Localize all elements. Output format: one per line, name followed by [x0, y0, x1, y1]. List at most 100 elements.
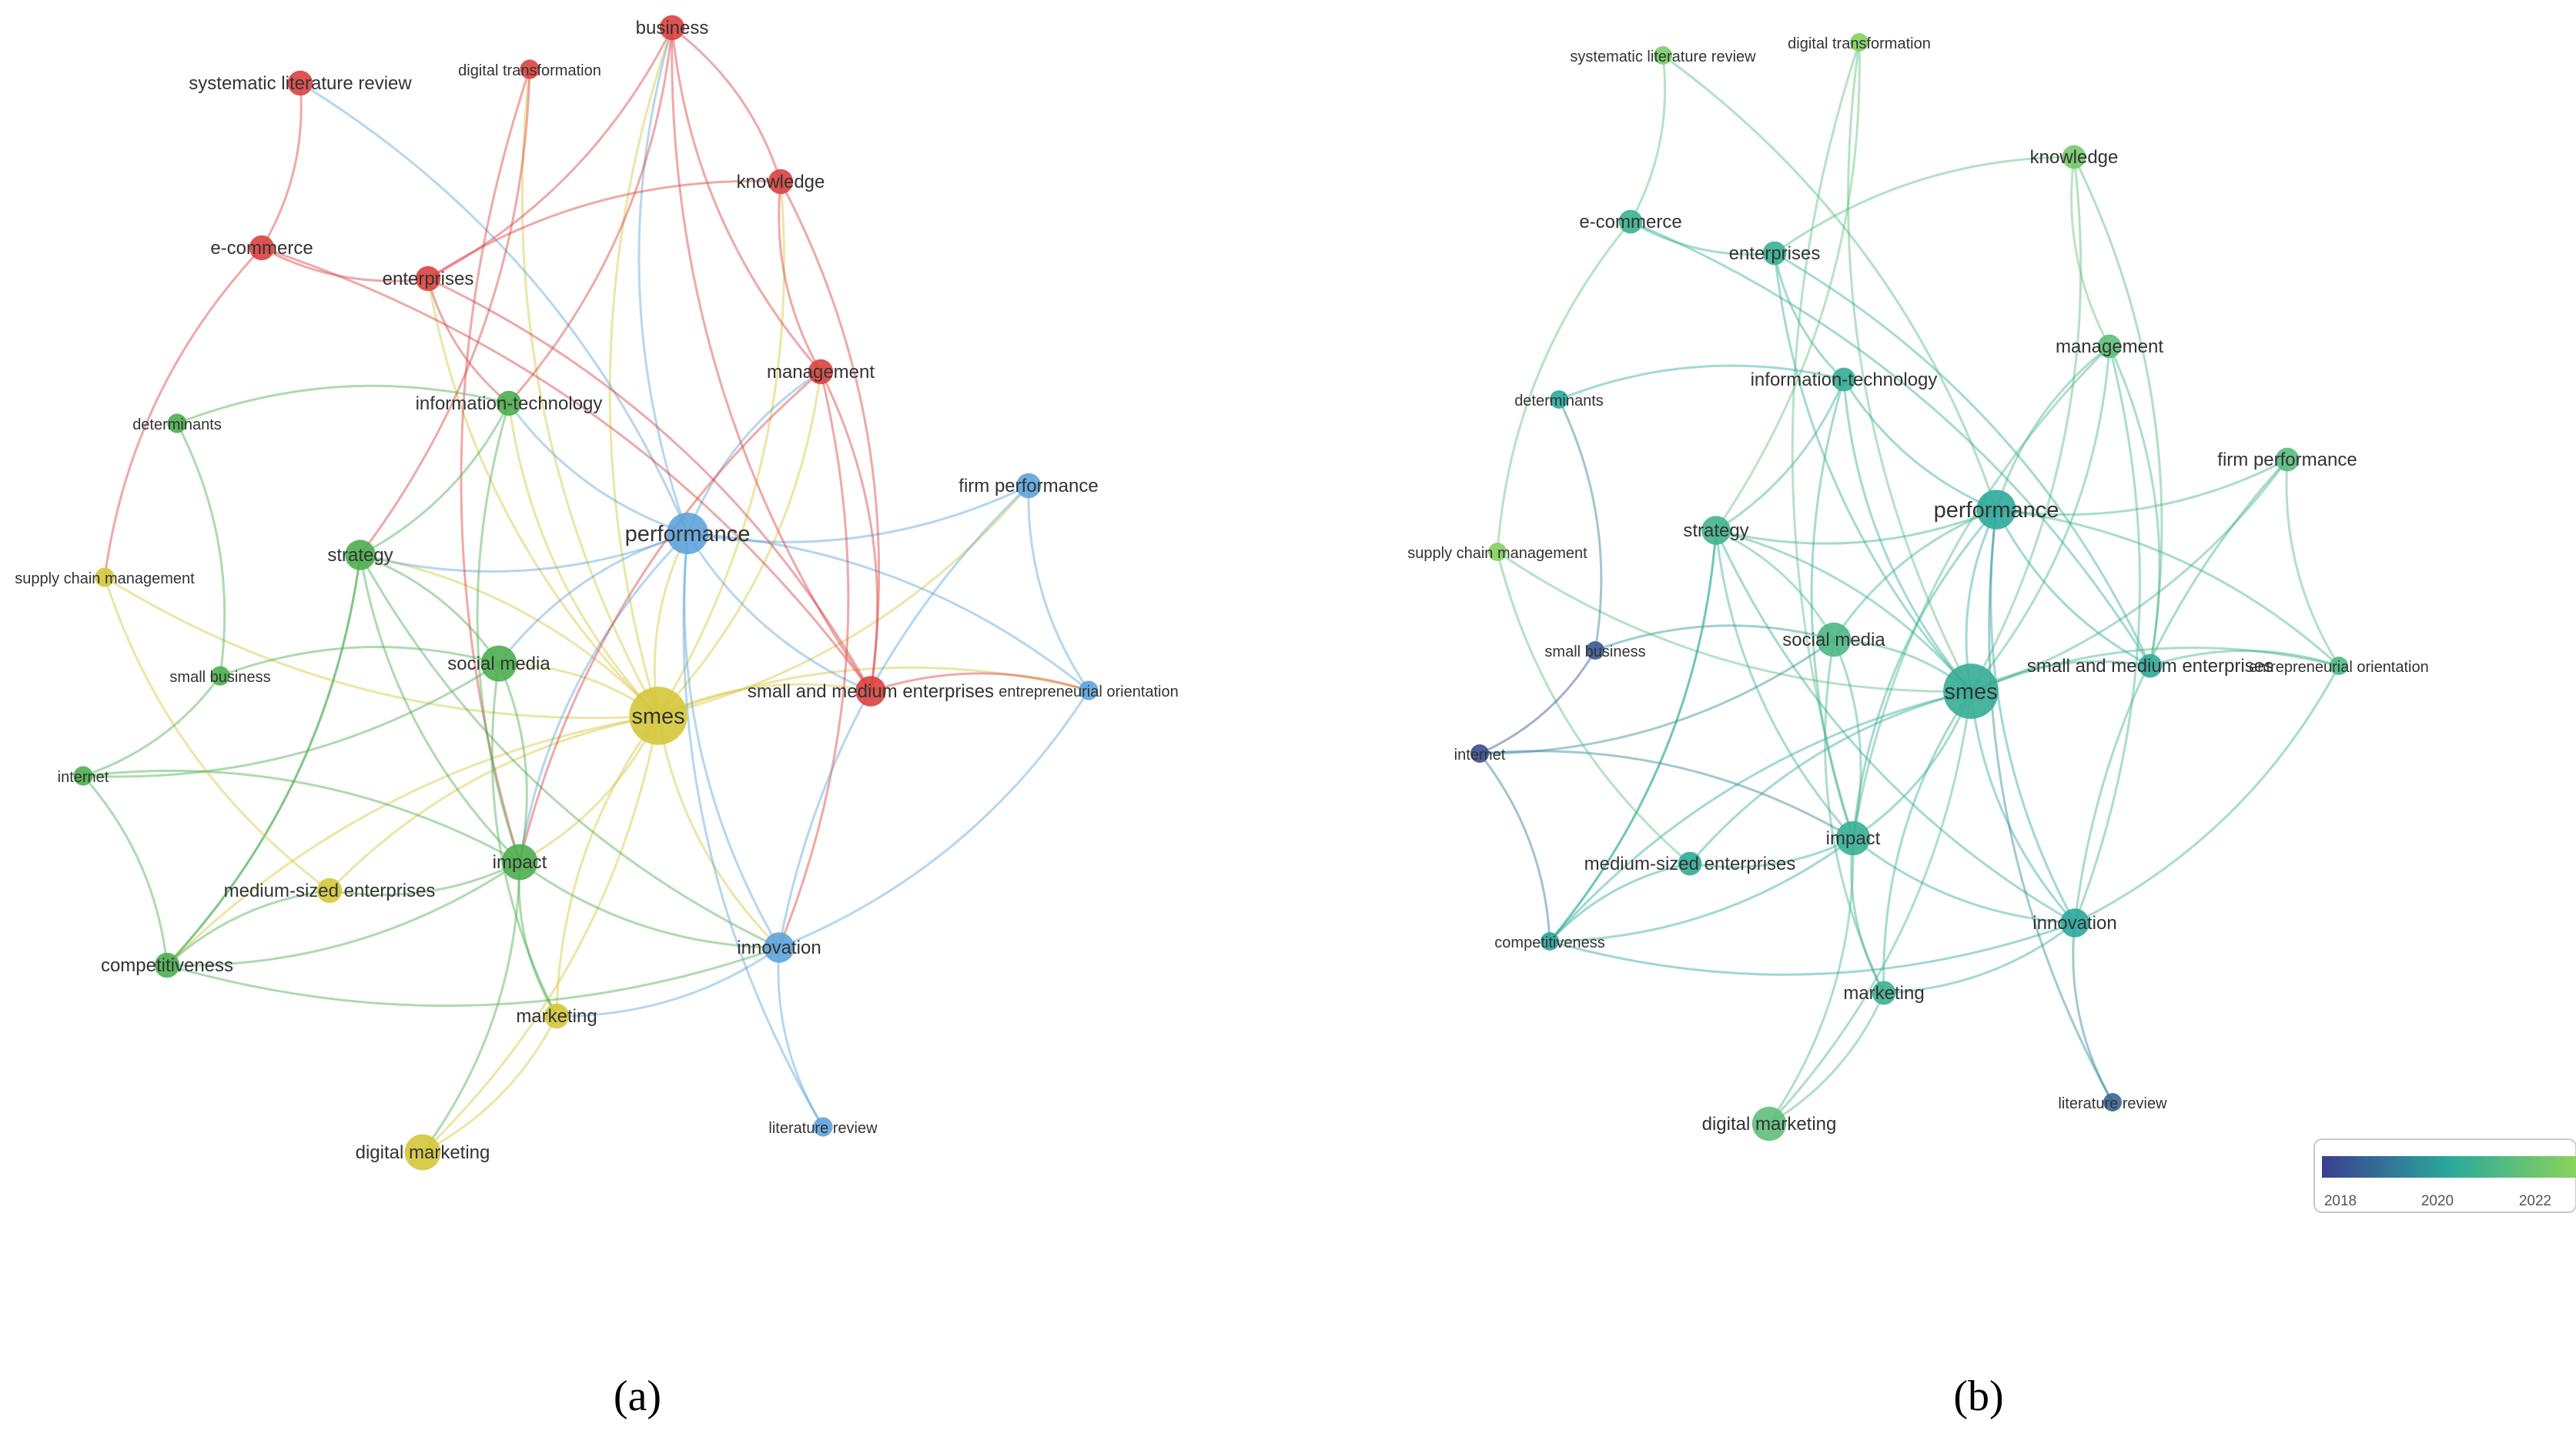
overlay-network-link [1996, 508, 2340, 667]
overlay-node-circle [1872, 981, 1896, 1005]
overlay-node-circle [1943, 664, 1999, 719]
keyword-node-strategy[interactable]: strategy [327, 540, 393, 570]
overlay-network-link [1715, 530, 1855, 839]
keyword-node-e-commerce[interactable]: e-commerce [210, 235, 313, 261]
keyword-node-literature-review[interactable]: literature review [768, 1117, 878, 1137]
keyword-node-digital-transformation[interactable]: digital transformation [458, 59, 601, 79]
keyword-node-impact[interactable]: impact [493, 844, 547, 881]
overlay-node-e-commerce[interactable]: e-commerce [1579, 209, 1682, 234]
overlay-network-link [1995, 345, 2110, 510]
keyword-node-information-technology[interactable]: information-technology [416, 390, 603, 416]
overlay-network-link [1768, 992, 1885, 1125]
overlay-node-entrepreneurial-orientation[interactable]: entrepreneurial orientation [2249, 657, 2429, 676]
keyword-node-internet[interactable]: internet [58, 766, 109, 786]
overlay-network-link [1842, 379, 1972, 692]
keyword-node-small-and-medium-enterprises[interactable]: small and medium enterprises [748, 676, 994, 707]
keyword-node-knowledge[interactable]: knowledge [737, 169, 825, 195]
cluster-network-link [82, 775, 169, 966]
overlay-node-social-media[interactable]: social media [1782, 622, 1885, 657]
keyword-node-small-business[interactable]: small business [169, 666, 271, 686]
overlay-node-small-business[interactable]: small business [1544, 641, 1646, 660]
keyword-node-entrepreneurial-orientation[interactable]: entrepreneurial orientation [999, 680, 1179, 700]
keyword-node-innovation[interactable]: innovation [737, 932, 821, 963]
keyword-node-circle [813, 1117, 833, 1137]
overlay-node-firm-performance[interactable]: firm performance [2217, 447, 2357, 472]
overlay-network-link [1847, 42, 1972, 692]
cluster-network-panel: business digital transformation systematic… [15, 15, 1179, 1171]
overlay-network-link [1832, 508, 1997, 640]
overlay-network-link [1995, 509, 2151, 667]
keyword-node-circle [480, 645, 517, 682]
keyword-node-circle [496, 390, 522, 416]
keyword-node-systematic-literature-review[interactable]: systematic literature review [189, 70, 412, 96]
cluster-network-link [82, 769, 520, 864]
keyword-node-smes[interactable]: smes [629, 687, 687, 745]
overlay-node-medium-sized-enterprises[interactable]: medium-sized enterprises [1584, 851, 1796, 876]
overlay-node-label: strategy [1683, 520, 1748, 541]
keyword-node-social-media[interactable]: social media [447, 645, 550, 682]
overlay-node-information-technology[interactable]: information-technology [1751, 367, 1938, 392]
overlay-node-systematic-literature-review[interactable]: systematic literature review [1570, 46, 1756, 65]
overlay-node-enterprises[interactable]: enterprises [1729, 241, 1821, 266]
keyword-node-label: competitiveness [101, 955, 233, 976]
overlay-node-knowledge[interactable]: knowledge [2030, 145, 2119, 169]
cluster-network-link [260, 82, 303, 249]
overlay-node-circle [2138, 653, 2163, 678]
overlay-node-circle [1762, 241, 1787, 266]
overlay-node-circle [1850, 33, 1868, 52]
cluster-network-link [104, 576, 659, 720]
keyword-node-competitiveness[interactable]: competitiveness [101, 952, 233, 978]
keyword-node-business[interactable]: business [636, 15, 709, 41]
keyword-node-supply-chain-management[interactable]: supply chain management [15, 567, 195, 587]
keyword-node-performance[interactable]: performance [625, 513, 751, 554]
overlay-node-label: digital marketing [1702, 1114, 1837, 1135]
cluster-network-link [778, 484, 1030, 948]
overlay-node-circle [1678, 851, 1702, 876]
keyword-node-marketing[interactable]: marketing [516, 1003, 597, 1029]
keyword-node-firm-performance[interactable]: firm performance [958, 473, 1099, 499]
keyword-node-management[interactable]: management [767, 359, 875, 385]
overlay-node-literature-review[interactable]: literature review [2058, 1093, 2167, 1112]
keyword-node-label: digital marketing [356, 1142, 490, 1163]
keyword-node-label: small and medium enterprises [748, 681, 994, 702]
cluster-network-link [671, 27, 872, 692]
cluster-network-link [682, 533, 825, 1128]
keyword-node-determinants[interactable]: determinants [132, 413, 222, 433]
overlay-network-link [1970, 646, 2340, 693]
cluster-network-link [490, 663, 558, 1017]
cluster-network-link [657, 181, 785, 717]
keyword-node-medium-sized-enterprises[interactable]: medium-sized enterprises [224, 877, 436, 904]
overlay-node-small-and-medium-enterprises[interactable]: small and medium enterprises [2027, 653, 2273, 678]
overlay-node-innovation[interactable]: innovation [2032, 908, 2117, 938]
keyword-node-circle [95, 567, 115, 587]
overlay-node-internet[interactable]: internet [1454, 744, 1506, 764]
cluster-network-link [261, 246, 872, 692]
keyword-node-circle [659, 15, 685, 41]
overlay-node-performance[interactable]: performance [1934, 490, 2059, 530]
overlay-network-panel: systematic literature review digital tran… [1407, 33, 2576, 1213]
overlay-network-link [1497, 550, 1972, 693]
overlay-node-management[interactable]: management [2056, 334, 2163, 359]
overlay-node-supply-chain-management[interactable]: supply chain management [1407, 543, 1587, 562]
overlay-network-link [1594, 624, 1835, 652]
overlay-node-competitiveness[interactable]: competitiveness [1494, 932, 1605, 951]
overlay-network-link [1852, 837, 2076, 924]
keyword-node-circle [210, 666, 230, 686]
overlay-node-digital-marketing[interactable]: digital marketing [1702, 1106, 1837, 1142]
keyword-node-enterprises[interactable]: enterprises [383, 266, 474, 292]
keyword-node-label: marketing [516, 1006, 597, 1027]
cluster-network-link [166, 889, 330, 967]
cluster-network-link [870, 672, 1089, 693]
overlay-node-marketing[interactable]: marketing [1843, 981, 1925, 1005]
overlay-node-strategy[interactable]: strategy [1683, 516, 1749, 545]
overlay-network-link [1832, 639, 1862, 839]
overlay-network-link [1773, 252, 1845, 381]
keyword-node-digital-marketing[interactable]: digital marketing [356, 1134, 490, 1171]
cluster-network-link [460, 69, 531, 863]
keyword-node-label: determinants [132, 416, 222, 433]
overlay-node-digital-transformation[interactable]: digital transformation [1788, 33, 1931, 52]
cluster-network-link [421, 715, 660, 1154]
overlay-node-smes[interactable]: smes [1943, 664, 1999, 719]
overlay-node-impact[interactable]: impact [1826, 821, 1881, 856]
overlay-node-determinants[interactable]: determinants [1514, 390, 1604, 409]
